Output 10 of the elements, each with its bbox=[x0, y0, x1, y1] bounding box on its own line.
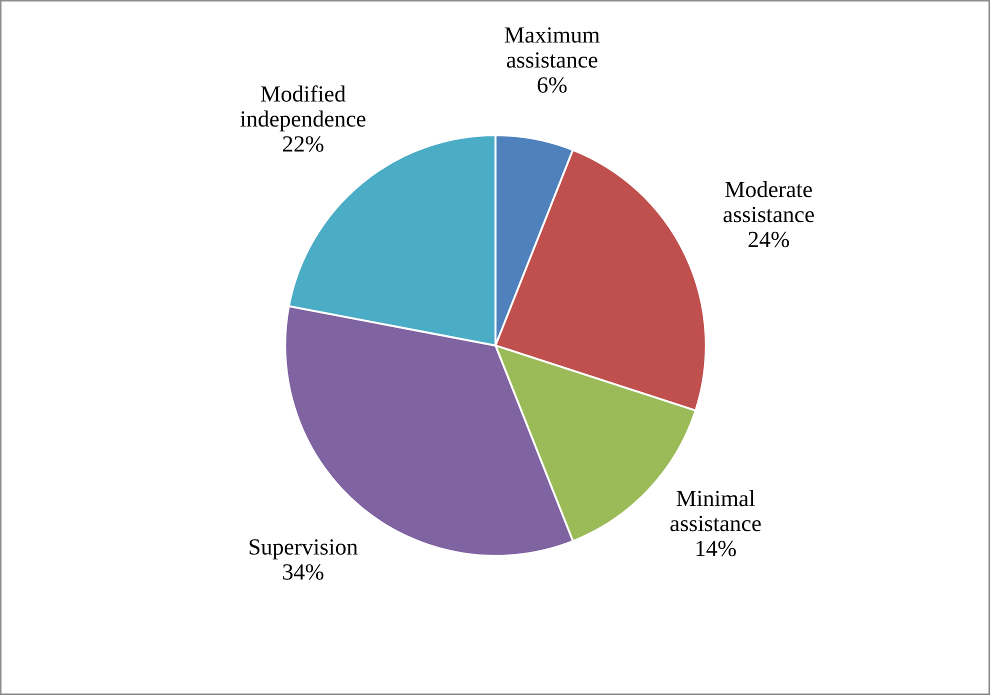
slice-label: Maximum assistance bbox=[504, 22, 600, 72]
data-label: 34% bbox=[282, 560, 324, 585]
slice-label: Modified independence bbox=[240, 81, 366, 132]
slice-label: Supervision bbox=[248, 534, 358, 560]
data-label: 14% bbox=[694, 536, 737, 561]
data-label: 24% bbox=[748, 227, 790, 252]
data-label: 22% bbox=[282, 131, 324, 156]
data-label: 6% bbox=[536, 72, 568, 98]
slice-label: Minimal assistance bbox=[670, 486, 762, 536]
slice-label: Moderate assistance bbox=[722, 177, 815, 228]
